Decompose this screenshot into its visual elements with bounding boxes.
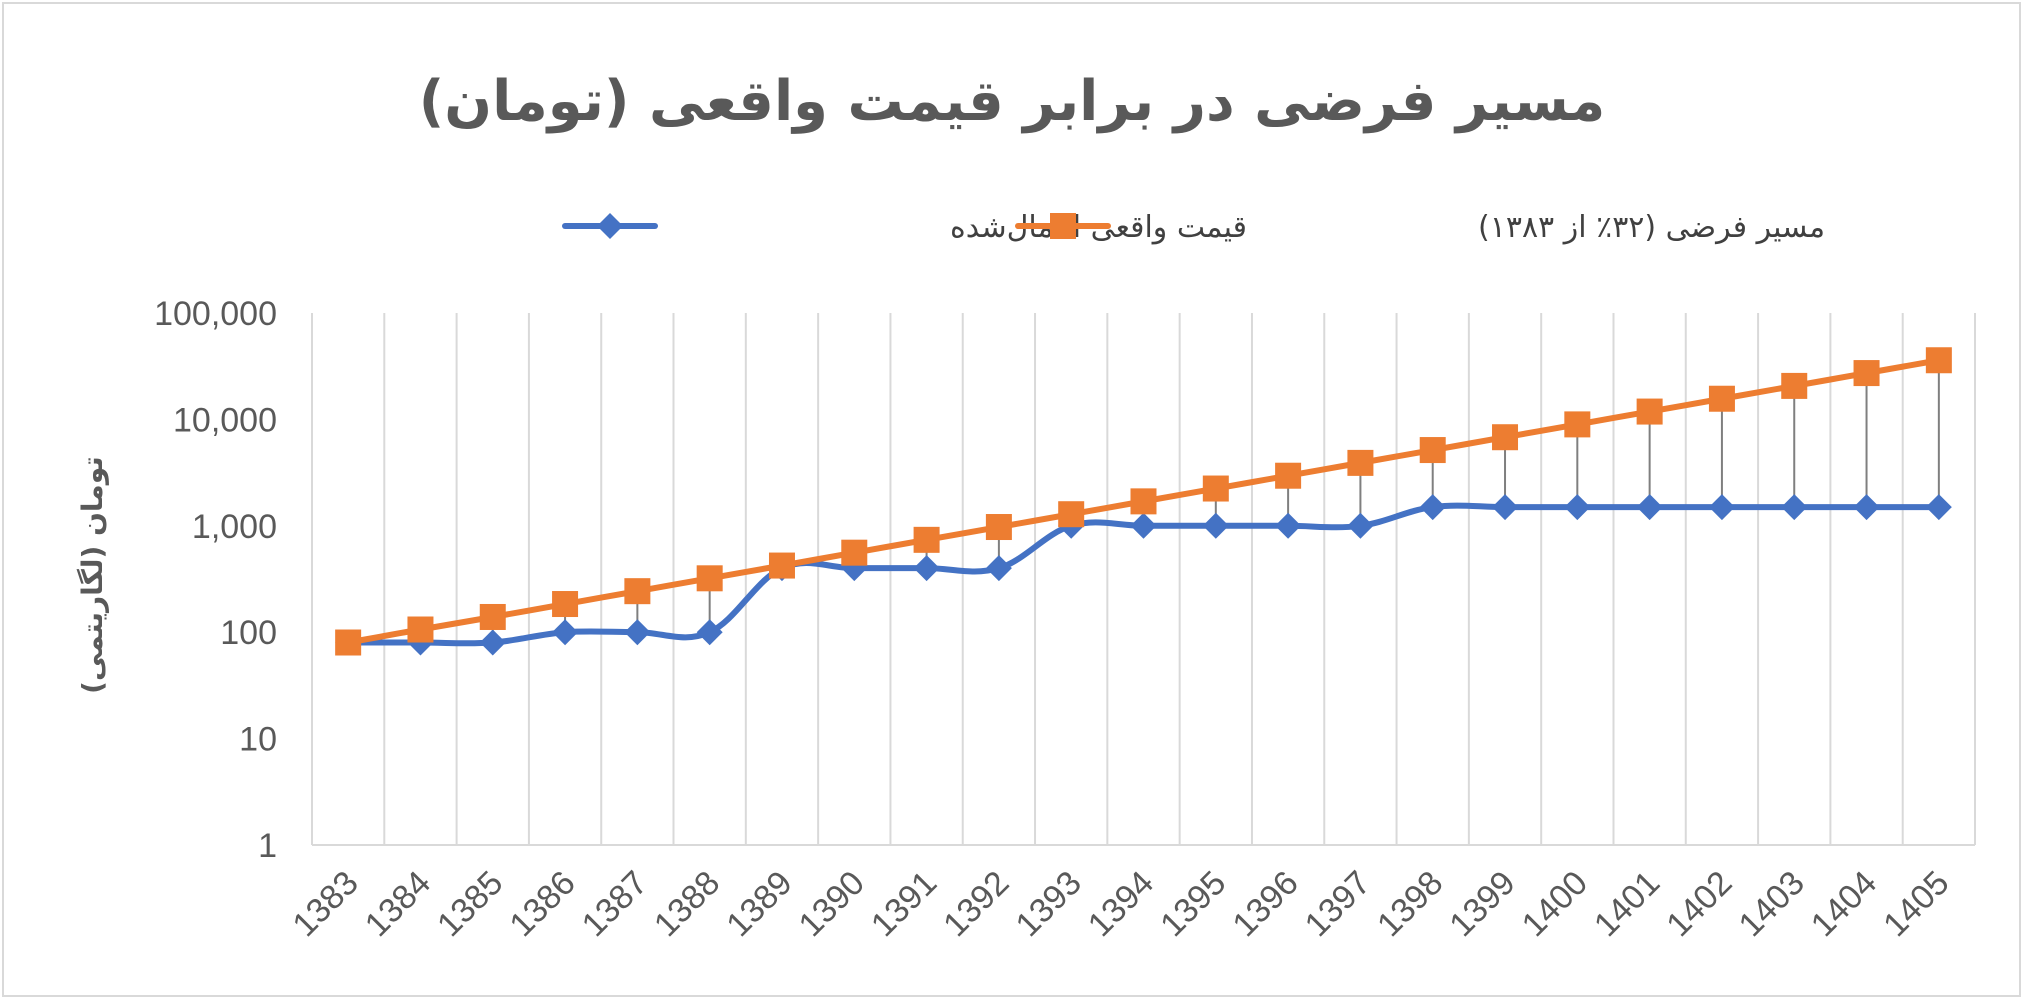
x-tick-label: 1404 [1804, 864, 1884, 944]
y-axis-label: تومان (لگاریتمی) [76, 456, 109, 694]
point-actual [1636, 494, 1663, 521]
legend-marker-diamond [597, 213, 623, 239]
point-actual [1347, 512, 1374, 539]
x-tick-label: 1399 [1442, 864, 1522, 944]
x-tick-label: 1400 [1515, 864, 1595, 944]
point-hypothetical [1419, 437, 1446, 464]
point-hypothetical [696, 565, 723, 592]
point-hypothetical [479, 603, 506, 630]
point-hypothetical [552, 591, 579, 618]
point-actual [1492, 494, 1519, 521]
point-actual [1708, 494, 1735, 521]
series-group [335, 347, 1952, 656]
x-tick-label: 1395 [1153, 864, 1233, 944]
point-hypothetical [335, 629, 362, 656]
chart-title: مسیر فرضی در برابر قیمت واقعی (تومان) [419, 69, 1606, 134]
x-tick-label: 1394 [1081, 864, 1161, 944]
point-actual [1275, 512, 1302, 539]
point-hypothetical [1347, 449, 1374, 476]
legend-label-hypothetical: مسیر فرضی (۳۲٪ از ۱۳۸۳) [1478, 210, 1825, 245]
y-tick-label: 100,000 [154, 295, 277, 333]
point-hypothetical [913, 526, 940, 553]
point-hypothetical [1781, 372, 1808, 399]
point-hypothetical [624, 578, 651, 605]
point-hypothetical [1202, 475, 1229, 502]
legend-marker-square [1050, 213, 1076, 239]
point-actual [985, 555, 1012, 582]
y-tick-label: 1 [258, 827, 277, 865]
point-actual [479, 629, 506, 656]
x-tick-label: 1389 [719, 864, 799, 944]
point-hypothetical [1492, 424, 1519, 451]
gridlines [311, 313, 1976, 845]
x-tick-label: 1383 [285, 864, 365, 944]
point-hypothetical [1708, 385, 1735, 412]
x-tick-label: 1392 [936, 864, 1016, 944]
point-actual [1419, 494, 1446, 521]
y-tick-label: 1,000 [192, 508, 277, 546]
point-hypothetical [985, 514, 1012, 541]
legend: قیمت واقعی اعمال‌شده مسیر فرضی (۳۲٪ از ۱… [562, 210, 1825, 245]
point-hypothetical [768, 552, 795, 579]
point-hypothetical [1564, 411, 1591, 438]
point-actual [552, 619, 579, 646]
x-tick-label: 1405 [1876, 864, 1956, 944]
x-tick-label: 1401 [1587, 864, 1667, 944]
point-actual [913, 555, 940, 582]
point-actual [696, 619, 723, 646]
point-hypothetical [407, 616, 434, 643]
x-tick-label: 1391 [864, 864, 944, 944]
x-tick-label: 1398 [1370, 864, 1450, 944]
point-hypothetical [1925, 347, 1952, 374]
x-tick-label: 1385 [430, 864, 510, 944]
point-actual [1564, 494, 1591, 521]
point-actual [1202, 512, 1229, 539]
point-actual [1853, 494, 1880, 521]
legend-item-hypothetical: مسیر فرضی (۳۲٪ از ۱۳۸۳) [1015, 210, 1825, 245]
x-tick-label: 1390 [792, 864, 872, 944]
point-hypothetical [1058, 501, 1085, 528]
x-tick-label: 1384 [358, 864, 438, 944]
y-tick-label: 10,000 [173, 401, 277, 439]
point-actual [624, 619, 651, 646]
point-hypothetical [1275, 462, 1302, 489]
y-tick-label: 10 [239, 721, 277, 759]
y-tick-label: 100 [220, 614, 277, 652]
x-tick-label: 1386 [502, 864, 582, 944]
x-tick-label: 1388 [647, 864, 727, 944]
legend-item-actual: قیمت واقعی اعمال‌شده [562, 210, 1247, 245]
point-hypothetical [1636, 398, 1663, 425]
point-actual [1130, 512, 1157, 539]
x-tick-label: 1387 [575, 864, 655, 944]
x-axis-ticks: 1383138413851386138713881389139013911392… [285, 864, 1956, 944]
point-actual [1781, 494, 1808, 521]
point-hypothetical [1853, 360, 1880, 387]
x-tick-label: 1393 [1008, 864, 1088, 944]
point-hypothetical [1130, 488, 1157, 515]
point-actual [1925, 494, 1952, 521]
y-axis-ticks: 1 10 100 1,000 10,000 100,000 [154, 295, 277, 865]
x-tick-label: 1397 [1298, 864, 1378, 944]
point-hypothetical [841, 539, 868, 566]
x-tick-label: 1403 [1732, 864, 1812, 944]
x-tick-label: 1396 [1225, 864, 1305, 944]
x-tick-label: 1402 [1659, 864, 1739, 944]
